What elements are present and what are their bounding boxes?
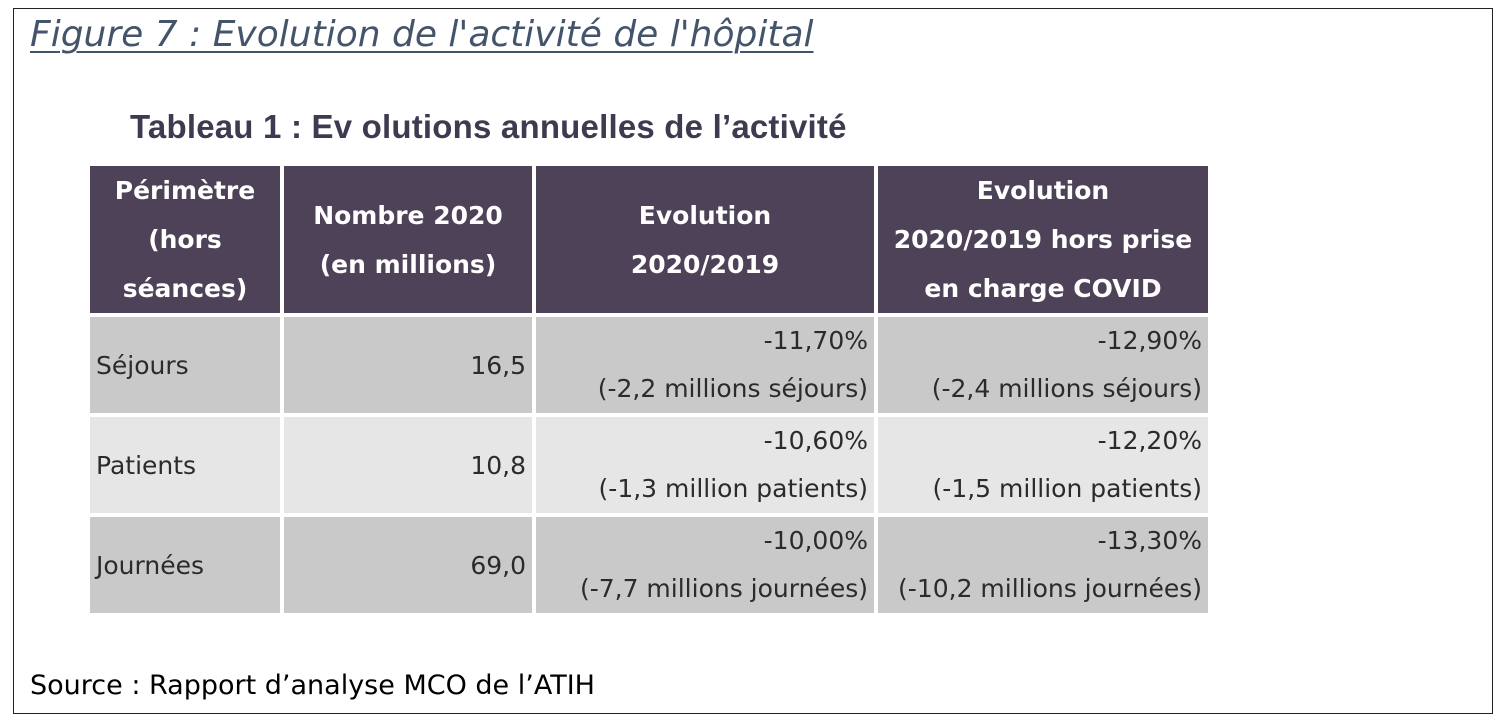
evolution-detail: (-7,7 millions journées): [579, 574, 868, 603]
table-title: Tableau 1 : Ev olutions annuelles de l’a…: [130, 108, 847, 145]
row-label: Patients: [90, 417, 280, 513]
header-line: en charge COVID: [924, 274, 1162, 303]
table-row: Patients 10,8 -10,60% (-1,3 million pati…: [90, 417, 1208, 513]
evolution-detail: (-2,4 millions séjours): [931, 374, 1202, 403]
header-nombre: Nombre 2020 (en millions): [284, 166, 532, 313]
evolution-detail: (-2,2 millions séjours): [597, 374, 868, 403]
header-perimetre: Périmètre (hors séances): [90, 166, 280, 313]
evolution-pct: -13,30%: [1097, 526, 1202, 555]
figure-title: Figure 7 : Evolution de l'activité de l'…: [30, 14, 814, 55]
table-row: Séjours 16,5 -11,70% (-2,2 millions séjo…: [90, 317, 1208, 413]
row-number: 69,0: [284, 517, 532, 613]
row-number: 16,5: [284, 317, 532, 413]
row-evolution: -10,00% (-7,7 millions journées): [536, 517, 874, 613]
table-header-row: Périmètre (hors séances) Nombre 2020 (en…: [90, 166, 1208, 313]
evolution-pct: -11,70%: [763, 326, 868, 355]
header-line: 2020/2019: [630, 249, 780, 279]
header-line: 2020/2019 hors prise: [893, 225, 1193, 254]
header-line: Périmètre: [114, 176, 256, 205]
source-note: Source : Rapport d’analyse MCO de l’ATIH: [30, 670, 595, 701]
row-evolution: -11,70% (-2,2 millions séjours): [536, 317, 874, 413]
evolution-pct: -12,20%: [1097, 426, 1202, 455]
evolution-detail: (-1,3 million patients): [598, 474, 868, 503]
header-line: Evolution: [638, 200, 772, 230]
activity-table: Périmètre (hors séances) Nombre 2020 (en…: [86, 162, 1212, 617]
header-line: séances): [122, 274, 248, 303]
figure-frame: [13, 8, 1493, 714]
evolution-pct: -12,90%: [1097, 326, 1202, 355]
header-line: Evolution: [976, 176, 1110, 205]
evolution-pct: -10,60%: [763, 426, 868, 455]
evolution-detail: (-1,5 million patients): [932, 474, 1202, 503]
evolution-detail: (-10,2 millions journées): [898, 574, 1202, 603]
header-evolution-hors-covid: Evolution 2020/2019 hors prise en charge…: [878, 166, 1208, 313]
header-evolution: Evolution 2020/2019: [536, 166, 874, 313]
table-row: Journées 69,0 -10,00% (-7,7 millions jou…: [90, 517, 1208, 613]
header-line: Nombre 2020: [313, 200, 503, 230]
row-evolution-hors-covid: -12,20% (-1,5 million patients): [878, 417, 1208, 513]
evolution-pct: -10,00%: [763, 526, 868, 555]
row-label: Séjours: [90, 317, 280, 413]
row-evolution-hors-covid: -12,90% (-2,4 millions séjours): [878, 317, 1208, 413]
row-label: Journées: [90, 517, 280, 613]
header-line: (en millions): [319, 249, 497, 279]
row-evolution-hors-covid: -13,30% (-10,2 millions journées): [878, 517, 1208, 613]
row-number: 10,8: [284, 417, 532, 513]
header-line: (hors: [148, 225, 222, 254]
row-evolution: -10,60% (-1,3 million patients): [536, 417, 874, 513]
